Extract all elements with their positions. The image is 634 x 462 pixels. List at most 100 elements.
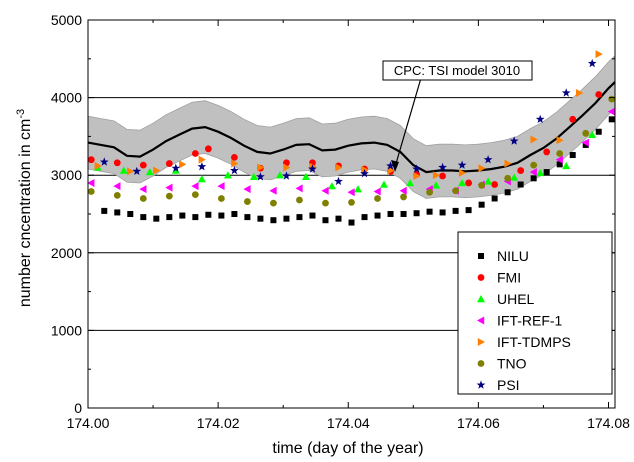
legend-item: PSI xyxy=(476,377,520,393)
data-point xyxy=(249,172,258,180)
legend-item: FMI xyxy=(477,270,521,286)
annotation-box xyxy=(382,60,533,81)
data-point xyxy=(270,217,277,224)
data-point xyxy=(504,174,512,182)
series-ift-tdmps xyxy=(94,50,603,180)
data-point xyxy=(510,173,519,181)
data-point xyxy=(412,164,421,173)
data-point xyxy=(608,95,616,103)
annotation-arrow-head xyxy=(391,160,399,172)
data-point xyxy=(139,185,147,194)
data-point xyxy=(399,186,407,195)
data-point xyxy=(504,189,511,196)
data-point xyxy=(517,167,525,174)
legend: NILU FMI UHEL IFT-REF-1 IFT-TDMPS TNO PSI xyxy=(457,231,613,395)
data-point xyxy=(295,184,303,193)
data-point xyxy=(432,181,441,189)
y-axis-label-text: number cncentration in cm xyxy=(17,119,34,308)
data-point xyxy=(387,211,394,217)
data-point xyxy=(406,178,415,187)
data-point xyxy=(296,196,303,204)
data-point xyxy=(217,182,225,191)
data-point xyxy=(608,116,615,123)
legend-items: NILU FMI UHEL IFT-REF-1 IFT-TDMPS TNO PSI xyxy=(476,248,571,393)
legend-label: PSI xyxy=(497,377,520,393)
data-point xyxy=(438,162,447,172)
data-point xyxy=(87,188,95,195)
data-point xyxy=(113,182,121,191)
data-point xyxy=(244,214,251,221)
legend-marker xyxy=(478,253,484,259)
data-point xyxy=(197,162,207,171)
data-point xyxy=(478,201,485,208)
legend-marker xyxy=(477,360,485,367)
data-point xyxy=(478,164,486,173)
data-point xyxy=(555,155,563,164)
y-tick-label: 4000 xyxy=(51,90,82,106)
data-point xyxy=(354,185,363,193)
data-point xyxy=(139,195,147,202)
data-point xyxy=(483,155,493,164)
data-point xyxy=(140,214,147,221)
data-point xyxy=(556,136,564,145)
legend-label: IFT-REF-1 xyxy=(497,313,563,329)
legend-item: IFT-TDMPS xyxy=(477,334,571,350)
x-tick-label: 174.08 xyxy=(587,415,630,431)
data-point xyxy=(581,138,589,147)
data-point xyxy=(166,214,173,221)
data-point xyxy=(400,211,407,217)
data-point xyxy=(257,163,265,172)
data-point xyxy=(165,160,173,167)
data-point xyxy=(426,208,433,215)
data-point xyxy=(491,195,498,202)
data-point xyxy=(576,88,584,97)
data-point xyxy=(380,180,389,188)
data-point xyxy=(205,211,212,218)
data-point xyxy=(87,156,95,164)
data-point xyxy=(192,214,199,221)
data-point xyxy=(478,181,486,189)
data-point xyxy=(452,207,459,214)
data-point xyxy=(113,191,121,199)
x-tick-label: 174.06 xyxy=(457,415,500,431)
legend-marker xyxy=(477,316,485,325)
data-point xyxy=(165,183,173,192)
data-point xyxy=(361,214,368,221)
data-point xyxy=(244,198,251,205)
data-point xyxy=(556,161,563,168)
data-point xyxy=(335,163,343,172)
y-tick-label: 1000 xyxy=(51,322,82,338)
legend-item: IFT-REF-1 xyxy=(477,313,563,329)
axis-ticks: 0 1000 2000 3000 4000 5000 174.00 174.02 174.04 1… xyxy=(51,12,630,431)
y-tick-label: 3000 xyxy=(51,167,82,183)
y-tick-label: 2000 xyxy=(51,245,82,261)
data-point xyxy=(335,215,342,222)
data-point xyxy=(132,166,142,175)
data-point xyxy=(348,198,355,206)
data-point xyxy=(491,181,499,188)
legend-marker xyxy=(476,380,486,389)
data-point xyxy=(327,182,336,190)
data-point xyxy=(217,195,225,202)
data-point xyxy=(543,148,551,156)
data-point xyxy=(347,188,355,197)
data-point xyxy=(322,217,329,224)
data-point xyxy=(127,211,134,217)
data-point xyxy=(275,171,284,179)
data-point xyxy=(230,165,239,175)
data-point xyxy=(374,212,381,219)
data-point xyxy=(529,168,537,177)
data-point xyxy=(171,163,181,172)
legend-item: UHEL xyxy=(477,291,535,307)
data-point xyxy=(114,209,121,216)
data-point xyxy=(191,182,199,191)
data-point xyxy=(373,187,381,196)
data-point xyxy=(179,160,187,169)
legend-marker xyxy=(477,295,485,303)
x-axis-label: time (day of the year) xyxy=(272,440,423,457)
data-point xyxy=(191,150,199,157)
data-point xyxy=(113,159,121,167)
data-point xyxy=(197,175,206,183)
series-psi xyxy=(99,58,597,186)
